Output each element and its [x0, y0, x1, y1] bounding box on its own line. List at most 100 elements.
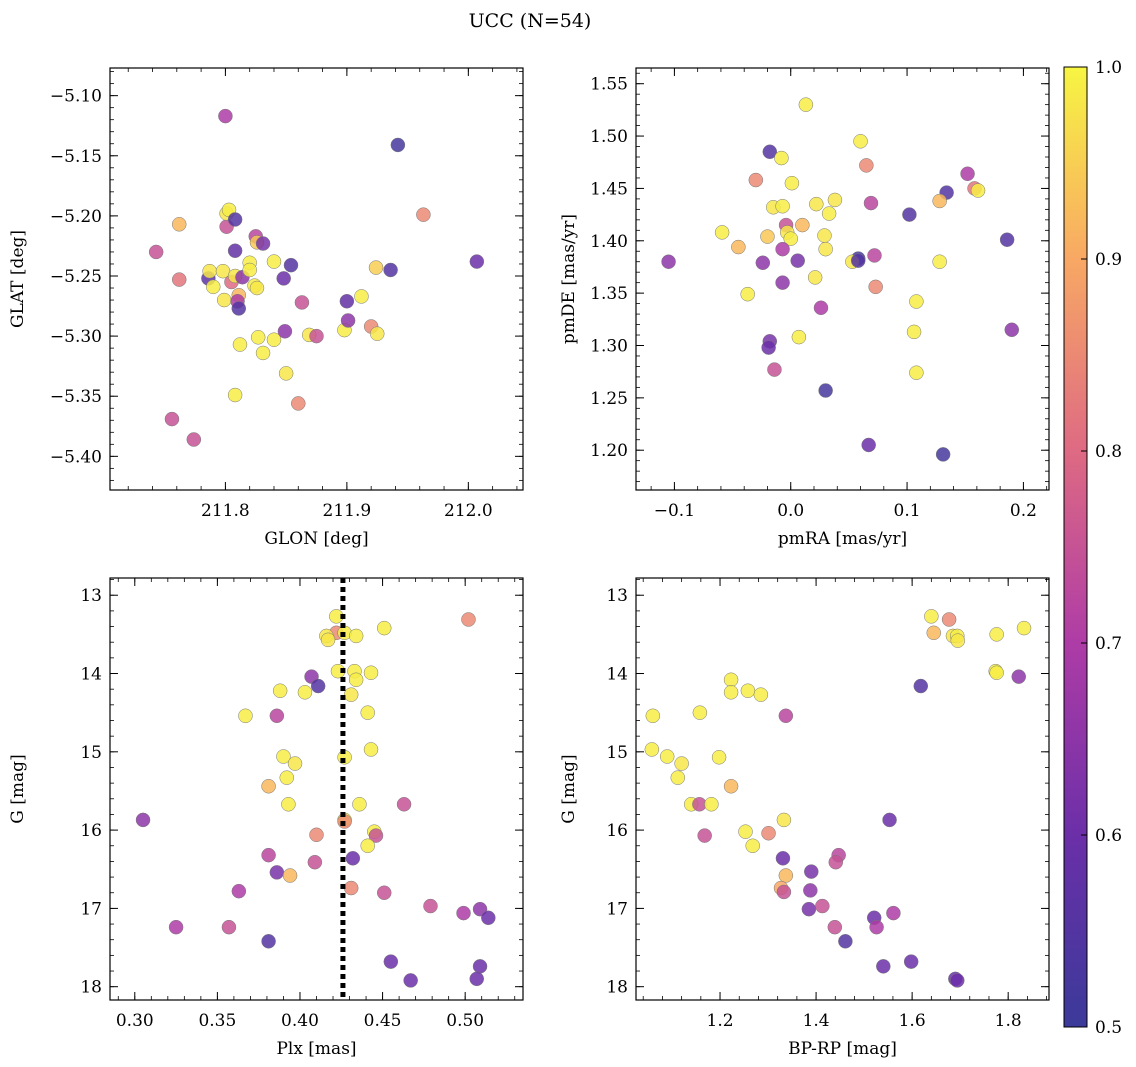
- data-point: [815, 898, 830, 914]
- data-point: [798, 97, 814, 112]
- x-tick-label: 0.30: [116, 1011, 154, 1031]
- colorbar-tick-label: 0.5: [1095, 1018, 1122, 1038]
- x-tick-label: 0.35: [198, 1011, 236, 1031]
- data-point: [376, 620, 392, 636]
- y-tick-label: 18: [80, 978, 102, 998]
- data-point: [697, 828, 712, 843]
- data-point: [227, 387, 243, 403]
- data-point: [775, 241, 790, 257]
- data-point: [281, 797, 296, 812]
- data-point: [354, 289, 369, 304]
- data-point: [469, 254, 485, 269]
- data-point: [740, 683, 756, 698]
- data-point: [645, 708, 661, 724]
- data-point: [363, 742, 379, 757]
- data-point: [762, 144, 778, 160]
- data-point: [960, 166, 975, 182]
- data-point: [753, 687, 769, 702]
- y-tick-label: 14: [606, 665, 628, 685]
- data-point: [775, 851, 791, 866]
- data-point: [935, 447, 951, 462]
- data-point: [423, 898, 438, 914]
- x-axis-label: GLON [deg]: [264, 529, 368, 549]
- y-tick-label: −5.15: [50, 147, 102, 167]
- data-point: [790, 253, 805, 268]
- data-point: [396, 797, 412, 812]
- data-point: [255, 236, 271, 251]
- y-axis-label: pmDE [mas/yr]: [559, 214, 579, 344]
- data-point: [674, 756, 689, 771]
- y-tick-label: 1.35: [590, 284, 628, 304]
- data-point: [261, 934, 276, 949]
- data-point: [804, 864, 819, 879]
- data-point: [909, 294, 924, 309]
- x-tick-label: 211.8: [201, 501, 250, 521]
- data-point: [261, 847, 276, 863]
- data-point: [135, 812, 151, 828]
- data-point: [775, 275, 790, 290]
- data-point: [297, 685, 313, 700]
- data-point: [761, 340, 776, 355]
- data-point: [932, 254, 947, 269]
- y-tick-label: 14: [80, 665, 102, 685]
- data-point: [731, 239, 746, 255]
- y-tick-label: 17: [80, 899, 102, 919]
- data-point: [767, 362, 782, 377]
- data-point: [692, 705, 708, 720]
- x-tick-label: 0.0: [777, 501, 804, 521]
- colorbar-gradient: [1063, 66, 1088, 1028]
- data-point: [863, 195, 879, 211]
- data-point: [269, 865, 285, 880]
- x-tick-label: 212.0: [444, 501, 493, 521]
- data-point: [776, 812, 792, 828]
- y-tick-label: 1.25: [590, 389, 628, 409]
- data-point: [755, 255, 771, 271]
- data-point: [363, 665, 379, 680]
- x-axis-label: BP-RP [mag]: [788, 1039, 897, 1059]
- data-point: [279, 770, 295, 785]
- data-point: [803, 883, 818, 898]
- data-point: [469, 971, 484, 987]
- y-tick-label: 15: [606, 743, 628, 763]
- data-point: [941, 612, 957, 627]
- data-point: [348, 672, 364, 688]
- data-point: [989, 665, 1004, 680]
- data-point: [255, 345, 271, 361]
- y-tick-label: −5.20: [50, 207, 102, 227]
- panel-plx-g: 0.30 0.35 0.40 0.45 0.50 13 14 15 16 17 18 Plx [mas…: [8, 577, 524, 1059]
- panel-pmra-pmde: −0.1 0.0 0.1 0.2 1.20 1.25 1.30 1.35 1.40 1.45 1.5…: [559, 67, 1050, 549]
- x-axis-label: Plx [mas]: [276, 1039, 356, 1059]
- data-point: [950, 633, 966, 648]
- y-tick-label: 13: [80, 586, 102, 606]
- plot-frame: [635, 67, 1050, 491]
- x-tick-label: 211.9: [323, 501, 372, 521]
- data-point: [242, 262, 257, 278]
- y-tick-label: −5.25: [50, 267, 102, 287]
- data-point: [278, 366, 294, 381]
- data-point: [999, 232, 1015, 247]
- data-point: [818, 241, 833, 257]
- data-point: [838, 934, 853, 949]
- y-tick-label: 16: [80, 821, 102, 841]
- data-point: [661, 254, 676, 269]
- data-point: [164, 411, 180, 427]
- x-tick-label: 1.6: [899, 1011, 926, 1031]
- data-point: [828, 854, 844, 870]
- data-point: [266, 332, 282, 347]
- data-point: [775, 198, 790, 214]
- data-point: [456, 905, 471, 921]
- data-point: [250, 330, 266, 345]
- data-point: [168, 919, 184, 935]
- y-axis-label: G [mag]: [559, 754, 579, 823]
- y-tick-label: 1.20: [590, 441, 628, 461]
- y-axis-label: G [mag]: [8, 754, 28, 823]
- data-point: [269, 708, 285, 724]
- data-point: [809, 196, 824, 212]
- data-point: [345, 851, 361, 866]
- data-point: [227, 212, 243, 227]
- data-point: [383, 262, 398, 278]
- x-tick-label: −0.1: [654, 501, 695, 521]
- data-point: [369, 326, 385, 341]
- data-point: [343, 880, 359, 896]
- y-tick-label: −5.10: [50, 87, 102, 107]
